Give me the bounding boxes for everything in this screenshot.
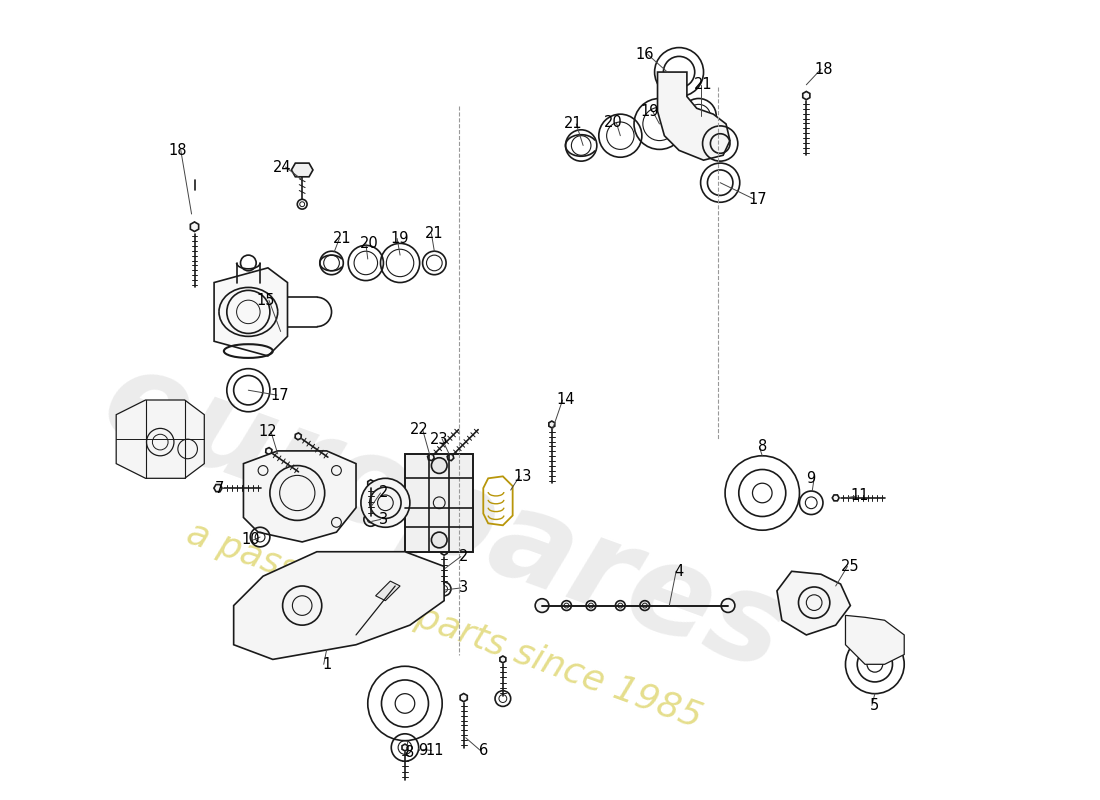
Text: 19: 19 <box>390 231 409 246</box>
Polygon shape <box>803 91 810 100</box>
Polygon shape <box>243 451 356 542</box>
Text: 20: 20 <box>360 236 378 251</box>
Polygon shape <box>117 400 205 478</box>
Polygon shape <box>213 485 222 492</box>
Polygon shape <box>447 454 454 461</box>
Text: 2: 2 <box>459 549 469 564</box>
Text: 17: 17 <box>748 192 767 207</box>
Polygon shape <box>405 454 473 552</box>
Polygon shape <box>233 552 444 659</box>
Polygon shape <box>367 480 374 486</box>
Text: 3: 3 <box>459 581 469 595</box>
Circle shape <box>431 458 447 474</box>
Polygon shape <box>441 548 447 555</box>
Text: 25: 25 <box>842 559 860 574</box>
Circle shape <box>361 478 410 527</box>
Text: 6: 6 <box>478 743 488 758</box>
Polygon shape <box>846 615 904 664</box>
Text: 9: 9 <box>418 743 427 758</box>
Text: europares: europares <box>87 338 801 697</box>
Text: 9: 9 <box>806 471 816 486</box>
Text: 19: 19 <box>640 104 659 118</box>
Polygon shape <box>499 656 506 663</box>
Polygon shape <box>266 448 272 454</box>
Text: 5: 5 <box>870 698 880 713</box>
Text: 3: 3 <box>378 512 388 527</box>
Text: 21: 21 <box>564 117 583 131</box>
Text: a passion for parts since 1985: a passion for parts since 1985 <box>182 516 706 734</box>
Circle shape <box>431 532 447 548</box>
Circle shape <box>536 598 549 613</box>
Text: 17: 17 <box>271 388 289 402</box>
Polygon shape <box>292 163 313 177</box>
Polygon shape <box>190 222 199 231</box>
Text: 22: 22 <box>410 422 429 437</box>
Text: 23: 23 <box>430 432 449 446</box>
Polygon shape <box>658 72 730 160</box>
Text: 24: 24 <box>273 159 292 174</box>
Text: 4: 4 <box>674 564 684 579</box>
Text: 14: 14 <box>557 393 575 407</box>
Text: 18: 18 <box>168 143 187 158</box>
Text: 21: 21 <box>694 78 713 92</box>
Polygon shape <box>295 433 301 440</box>
Text: 18: 18 <box>815 62 833 77</box>
Polygon shape <box>549 421 554 428</box>
Text: 13: 13 <box>514 469 531 484</box>
Polygon shape <box>402 744 408 751</box>
Text: 1: 1 <box>322 657 331 672</box>
Text: 2: 2 <box>378 486 388 501</box>
Text: 12: 12 <box>258 424 277 439</box>
Text: 10: 10 <box>241 533 260 547</box>
Text: 11: 11 <box>425 743 443 758</box>
Polygon shape <box>460 694 467 702</box>
Text: 8: 8 <box>758 439 767 454</box>
Circle shape <box>722 598 735 613</box>
Text: 15: 15 <box>256 293 275 308</box>
Text: 8: 8 <box>405 745 415 760</box>
Polygon shape <box>777 571 850 635</box>
Text: 20: 20 <box>604 115 623 130</box>
Polygon shape <box>375 581 400 601</box>
Polygon shape <box>214 268 287 356</box>
Text: 21: 21 <box>425 226 443 241</box>
Polygon shape <box>428 454 435 461</box>
Text: 11: 11 <box>851 489 869 503</box>
Text: 16: 16 <box>636 47 654 62</box>
Text: 21: 21 <box>333 231 352 246</box>
Polygon shape <box>833 495 839 501</box>
Text: 7: 7 <box>214 481 223 496</box>
